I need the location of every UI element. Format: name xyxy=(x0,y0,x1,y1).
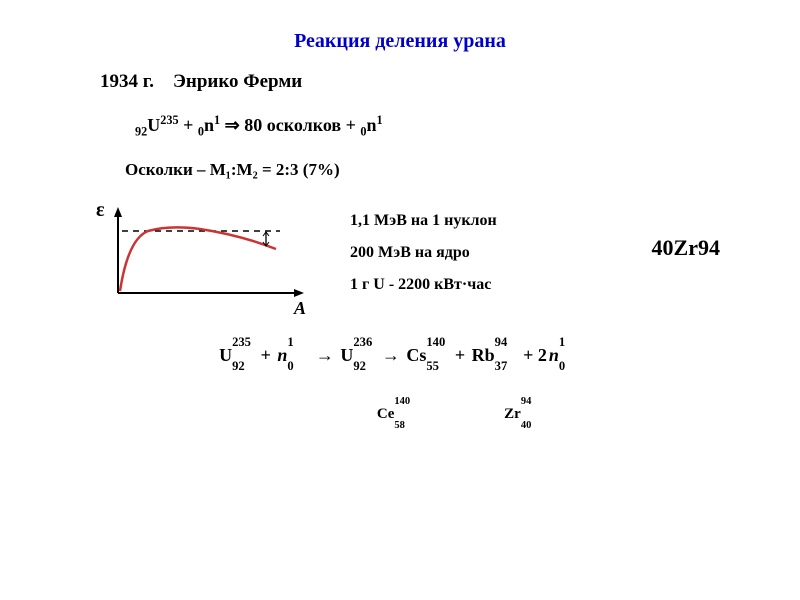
decay-left: Ce14058 xyxy=(369,398,418,421)
year: 1934 г. xyxy=(100,71,154,92)
x-axis-label: A xyxy=(294,298,306,319)
energy-per-nucleus: 200 МэВ на ядро xyxy=(350,237,497,269)
scientist-name: Энрико Ферми xyxy=(173,71,302,92)
binding-energy-chart: ε A xyxy=(100,205,310,315)
subtitle: 1934 г. Энрико Ферми xyxy=(100,71,760,93)
fission-reaction-equation: U23592 + n10 → U23692 → Cs14055 + Rb9437… xyxy=(40,345,760,366)
y-axis-label: ε xyxy=(96,199,105,222)
energy-info: 1,1 МэВ на 1 нуклон 200 МэВ на ядро 1 г … xyxy=(350,205,497,301)
arrow-down-icon xyxy=(502,374,504,392)
zr-isotope-label: 40Zr94 xyxy=(652,235,720,261)
equation-fission-generic: 92U235 + 0n1 ⇒ 80 осколков + 0n1 xyxy=(135,113,760,140)
chart-svg xyxy=(100,205,310,305)
energy-per-nucleon: 1,1 МэВ на 1 нуклон xyxy=(350,205,497,237)
decay-products-row: Ce14058 Zr9440 xyxy=(154,398,760,421)
energy-per-gram: 1 г U - 2200 кВт·час xyxy=(350,269,497,301)
decay-right: Zr9440 xyxy=(496,398,544,421)
arrow-down-icon xyxy=(377,374,379,392)
fragment-ratio: Осколки – М₁:М₂ = 2:3 (7%) xyxy=(125,160,760,180)
page-title: Реакция деления урана xyxy=(40,30,760,53)
